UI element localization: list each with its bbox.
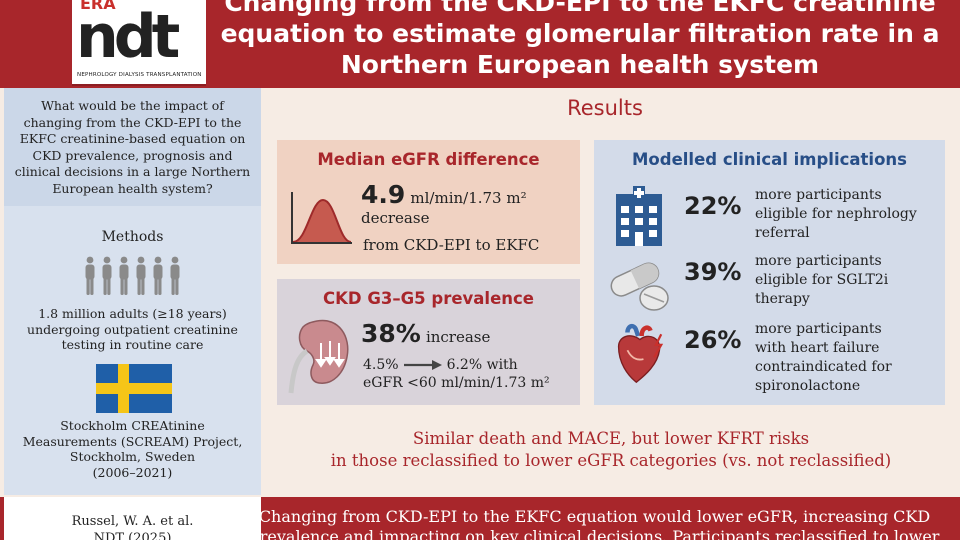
- outcomes-line: Similar death and MACE, but lower KFRT r…: [412, 429, 810, 448]
- conclusion-line: prevalence and impacting on key clinical…: [249, 527, 940, 540]
- arrow-right-icon: [403, 360, 442, 370]
- conclusion-line: Changing from CKD-EPI to the EKFC equati…: [258, 507, 931, 526]
- research-question: What would be the impact of changing fro…: [4, 88, 261, 206]
- clinical-line: therapy: [755, 291, 810, 307]
- methods-description: 1.8 million adults (≥18 years) undergoin…: [4, 306, 261, 353]
- bell-curve-icon: [291, 192, 352, 244]
- clinical-description: more participants eligible for SGLT2i th…: [755, 252, 940, 309]
- clinical-line: referral: [755, 225, 810, 241]
- ckd-value-number: 38%: [361, 319, 421, 348]
- clinical-implications-panel: Modelled clinical implications 22% more …: [594, 140, 945, 405]
- clinical-line: contraindicated for: [755, 359, 892, 375]
- ckd-prevalence-value: 38% increase: [361, 319, 490, 348]
- median-from-to: from CKD-EPI to EKFC: [363, 236, 540, 254]
- methods-line: testing in routine care: [61, 337, 204, 352]
- logo-subtitle: NEPHROLOGY DIALYSIS TRANSPLANTATION: [77, 72, 202, 78]
- clinical-line: with heart failure: [755, 340, 880, 356]
- methods-line: 1.8 million adults (≥18 years): [38, 306, 227, 321]
- question-line: EKFC creatinine-based equation on: [19, 131, 246, 146]
- scream-line: Measurements (SCREAM) Project,: [22, 433, 243, 449]
- ckd-from-value: 4.5%: [363, 357, 399, 373]
- clinical-line: eligible for SGLT2i: [755, 272, 889, 288]
- median-egfr-panel: Median eGFR difference 4.9 ml/min/1.73 m…: [277, 140, 580, 264]
- sweden-flag-icon: [96, 364, 172, 413]
- ckd-prevalence-title: CKD G3–G5 prevalence: [323, 289, 534, 308]
- title-line: equation to estimate glomerular filtrati…: [220, 19, 940, 48]
- logo-ndt-text: ndt: [76, 2, 180, 72]
- clinical-description: more participants with heart failure con…: [755, 320, 940, 396]
- citation-journal: NDT (2025): [93, 531, 172, 540]
- median-egfr-title: Median eGFR difference: [317, 150, 540, 169]
- scream-line: (2006–2021): [92, 464, 173, 480]
- people-icon: [85, 256, 180, 295]
- question-line: European health system?: [52, 180, 213, 196]
- scream-line: Stockholm, Sweden: [69, 449, 196, 464]
- median-value-number: 4.9: [361, 180, 406, 209]
- kidney-icon: [288, 319, 349, 394]
- footer-banner: Russel, W. A. et al. NDT (2025) Changing…: [0, 497, 960, 540]
- question-line: What would be the impact of: [41, 98, 224, 113]
- clinical-line: more participants: [755, 187, 882, 203]
- citation: Russel, W. A. et al. NDT (2025): [4, 497, 261, 540]
- outcomes-statement: Similar death and MACE, but lower KFRT r…: [277, 428, 945, 472]
- journal-logo: ndt ERA NEPHROLOGY DIALYSIS TRANSPLANTAT…: [72, 0, 206, 86]
- header-banner: ndt ERA NEPHROLOGY DIALYSIS TRANSPLANTAT…: [0, 0, 960, 88]
- clinical-description: more participants eligible for nephrolog…: [755, 186, 940, 243]
- scream-line: Stockholm CREAtinine: [60, 418, 205, 433]
- median-direction: decrease: [361, 209, 430, 227]
- clinical-line: more participants: [755, 253, 882, 269]
- left-column: What would be the impact of changing fro…: [4, 88, 261, 495]
- question-line: CKD prevalence, prognosis and: [32, 147, 233, 163]
- ckd-prevalence-panel: CKD G3–G5 prevalence 38% increase 4.5% 6…: [277, 279, 580, 405]
- clinical-pct: 22%: [684, 192, 742, 220]
- clinical-pct: 39%: [684, 258, 742, 286]
- ckd-change-word: increase: [425, 328, 491, 346]
- citation-authors: Russel, W. A. et al.: [71, 514, 194, 529]
- clinical-implications-title: Modelled clinical implications: [632, 150, 907, 169]
- clinical-item-sglt2i: 39% more participants eligible for SGLT2…: [594, 252, 945, 316]
- clinical-line: eligible for nephrology: [755, 206, 917, 222]
- median-value-unit: ml/min/1.73 m²: [410, 189, 527, 207]
- pills-icon: [610, 262, 669, 311]
- outcomes-line: in those reclassified to lower eGFR cate…: [330, 451, 892, 470]
- clinical-item-referral: 22% more participants eligible for nephr…: [594, 186, 945, 250]
- methods-heading: Methods: [101, 229, 164, 245]
- methods-line: undergoing outpatient creatinine: [27, 321, 238, 337]
- ckd-prevalence-change: 4.5% 6.2% with: [363, 357, 518, 373]
- clinical-line: spironolactone: [755, 378, 861, 394]
- results-heading: Results: [567, 96, 643, 120]
- hospital-icon: [616, 186, 662, 246]
- clinical-pct: 26%: [684, 326, 742, 354]
- title-line: Northern European health system: [340, 50, 820, 79]
- clinical-line: more participants: [755, 321, 882, 337]
- conclusion-text: Changing from CKD-EPI to the EKFC equati…: [232, 507, 957, 540]
- page-title: Changing from the CKD-EPI to the EKFC cr…: [210, 0, 950, 80]
- title-line: Changing from the CKD-EPI to the EKFC cr…: [224, 0, 936, 17]
- question-line: clinical decisions in a large Northern: [14, 164, 251, 179]
- median-egfr-value: 4.9 ml/min/1.73 m²: [361, 180, 527, 209]
- heart-icon: [617, 324, 664, 384]
- ckd-egfr-threshold: eGFR <60 ml/min/1.73 m²: [363, 375, 550, 391]
- logo-era-text: ERA: [80, 0, 116, 13]
- scream-project: Stockholm CREAtinine Measurements (SCREA…: [4, 418, 261, 480]
- ckd-to-value: 6.2% with: [446, 357, 518, 373]
- clinical-item-spironolactone: 26% more participants with heart failure…: [594, 320, 945, 394]
- question-line: changing from the CKD-EPI to the: [23, 114, 242, 130]
